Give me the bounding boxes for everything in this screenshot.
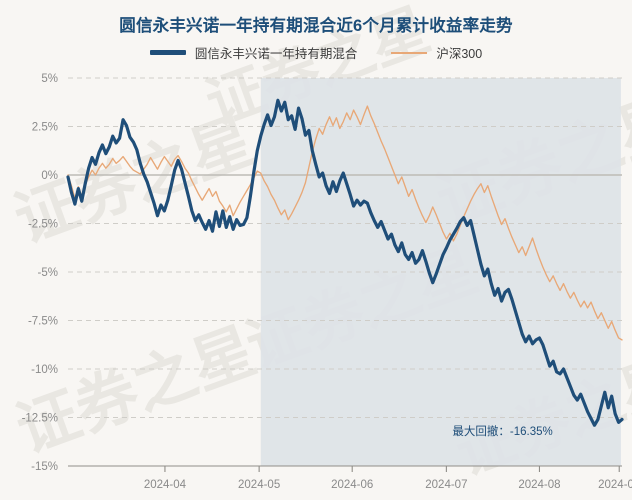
y-tick-label: -5% (38, 267, 58, 279)
y-tick-label: -2.5% (28, 219, 58, 231)
y-tick-label: -7.5% (28, 316, 58, 328)
max-drawdown-annotation: 最大回撤：-16.35% (452, 424, 552, 438)
x-tick-label: 2024-04 (144, 479, 187, 491)
x-tick-label: 2024-08 (518, 479, 560, 491)
x-tick-label: 2024-07 (425, 479, 467, 491)
legend-item-fund[interactable]: 圆信永丰兴诺一年持有期混合 (149, 43, 358, 62)
y-tick-label: -10% (31, 364, 58, 376)
legend-label-fund: 圆信永丰兴诺一年持有期混合 (194, 47, 358, 61)
gridlines (68, 77, 622, 467)
page-title: 圆信永丰兴诺一年持有期混合近6个月累计收益率走势 (119, 17, 513, 35)
legend-swatch-index-icon (391, 51, 428, 54)
chart-legend: 圆信永丰兴诺一年持有期混合 沪深300 (0, 43, 632, 62)
chart-annotations: 最大回撤：-16.35% (452, 424, 552, 438)
y-tick-label: 2.5% (32, 122, 58, 134)
series-line-index (67, 105, 623, 341)
y-tick-label: -15% (31, 461, 58, 473)
x-tick-label: 2024-05 (238, 479, 280, 491)
y-tick-label: 0% (41, 170, 58, 182)
legend-swatch-fund-icon (149, 50, 186, 55)
y-tick-label: -12.5% (22, 413, 58, 425)
series-line-fund (66, 98, 624, 427)
y-tick-label: 5% (41, 73, 58, 85)
x-tick-label: 2024-09 (598, 479, 632, 491)
legend-item-index[interactable]: 沪深300 (391, 43, 482, 62)
x-tick-label: 2024-06 (331, 479, 373, 491)
y-axis-tick-labels: 5% 2.5% 0% -2.5% -5% -7.5% -10% -12.5% -15% (22, 73, 58, 473)
legend-label-index: 沪深300 (436, 47, 483, 61)
data-series (66, 98, 624, 427)
x-axis-tick-labels: 2024-04 2024-05 2024-06 2024-07 2024-08 2024-… (144, 466, 632, 491)
